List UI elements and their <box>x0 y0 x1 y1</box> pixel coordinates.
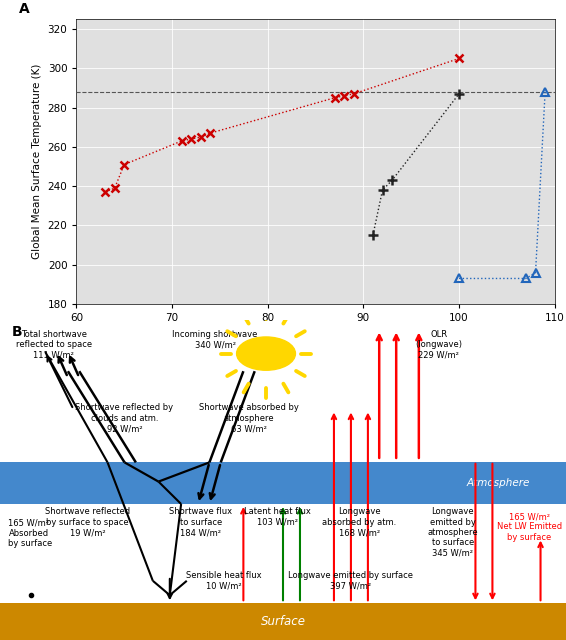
Text: B: B <box>11 325 22 339</box>
Text: Latent heat flux
103 W/m²: Latent heat flux 103 W/m² <box>244 507 311 527</box>
Text: Shortwave reflected by
clouds and atm.
92 W/m²: Shortwave reflected by clouds and atm. 9… <box>75 403 174 433</box>
Text: Sensible heat flux
10 W/m²: Sensible heat flux 10 W/m² <box>186 571 261 591</box>
Text: Shortwave reflected
by surface to space
19 W/m²: Shortwave reflected by surface to space … <box>45 507 130 537</box>
Text: Atmosphere: Atmosphere <box>466 478 530 488</box>
Text: A: A <box>19 2 30 16</box>
Text: Longwave
emitted by
atmosphere
to surface
345 W/m²: Longwave emitted by atmosphere to surfac… <box>427 507 478 558</box>
Text: Shortwave flux
to surface
184 W/m²: Shortwave flux to surface 184 W/m² <box>169 507 233 537</box>
Text: Total shortwave
reflected to space
111 W/m²: Total shortwave reflected to space 111 W… <box>16 330 92 360</box>
Polygon shape <box>0 603 566 640</box>
Text: Longwave
absorbed by atm.
168 W/m²: Longwave absorbed by atm. 168 W/m² <box>322 507 397 537</box>
Circle shape <box>237 337 295 370</box>
Y-axis label: Global Mean Surface Temperature (K): Global Mean Surface Temperature (K) <box>32 64 42 259</box>
Text: OLR
(longwave)
229 W/m²: OLR (longwave) 229 W/m² <box>415 330 462 360</box>
Text: Incoming shortwave
340 W/m²: Incoming shortwave 340 W/m² <box>173 330 258 349</box>
Text: 165 W/m²
Net LW Emitted
by surface: 165 W/m² Net LW Emitted by surface <box>496 512 562 542</box>
Text: Surface: Surface <box>260 615 306 628</box>
Text: Shortwave absorbed by
atmosphere
63 W/m²: Shortwave absorbed by atmosphere 63 W/m² <box>199 403 299 433</box>
Text: Longwave emitted by surface
397 W/m²: Longwave emitted by surface 397 W/m² <box>289 571 413 591</box>
Text: 165 W/m²
Absorbed
by surface: 165 W/m² Absorbed by surface <box>8 518 53 548</box>
Polygon shape <box>0 462 566 504</box>
